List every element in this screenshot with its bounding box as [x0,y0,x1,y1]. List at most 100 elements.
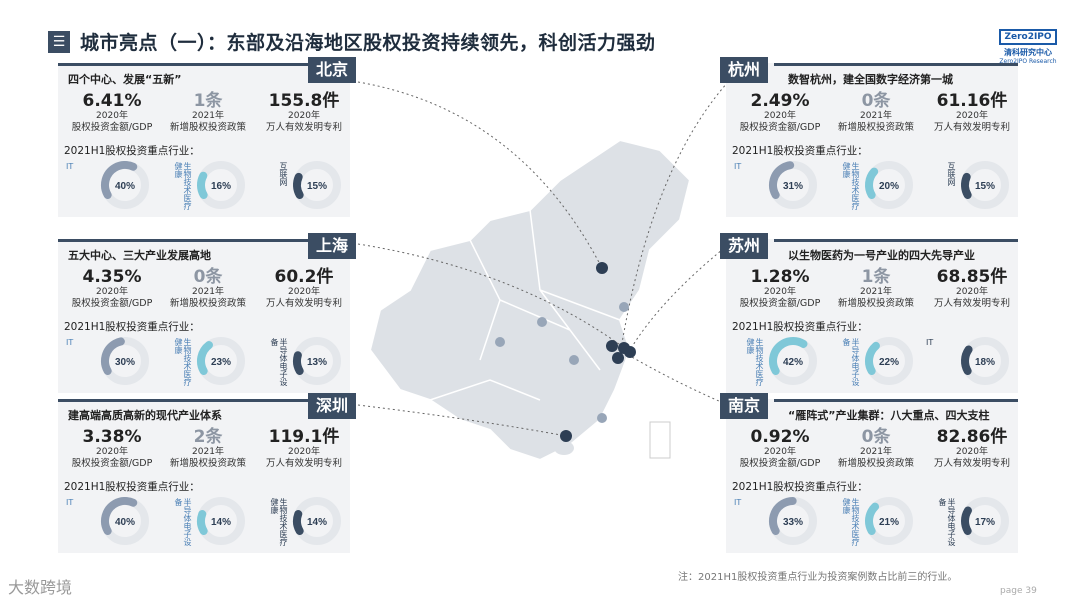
industry-name-2: 医疗健康 [174,338,192,386]
metric-year: 2020年 [96,287,128,297]
industry-name-2: 医疗健康 [842,498,860,546]
metric-desc: 万人有效发明专利 [265,298,342,309]
metric-year: 2020年 [956,447,988,457]
industry-name-wrap: IT [734,162,764,171]
card-subtitle: 四个中心、发展“五新” [68,73,182,86]
industry-donut: 14% [197,497,245,545]
metric: 0条 2021年 新增股权投资政策 [830,91,922,134]
donut-arc [865,497,913,545]
metric-year: 2021年 [860,447,892,457]
donut-pct: 14% [307,517,327,528]
industry-name-wrap: 半导体电子设备 [830,338,860,388]
china-map [368,138,692,462]
metric-value: 0.92% [750,427,810,447]
donut-pct: 15% [307,181,327,192]
industry-name: 生物技术 [183,338,192,370]
donut-arc [961,161,1009,209]
industry-item: IT 30% [62,334,154,390]
menu-icon[interactable]: ☰ [48,31,70,53]
metric-value: 2条 [193,427,223,447]
city-card-5: 南京 “雁阵式”产业集群：八大重点、四大支柱 0.92% 2020年 股权投资金额/GD… [720,393,1018,553]
industry-name: IT [66,338,74,347]
industry-name: IT [66,498,74,507]
industry-name: IT [734,498,742,507]
metric-year: 2020年 [288,287,320,297]
industry-label: 2021H1股权投资重点行业： [64,321,200,333]
donut-arc [293,337,341,385]
page-number: page 39 [1000,586,1037,596]
industry-name-wrap: 生物技术医疗健康 [830,162,860,212]
industry-name: 生物技术 [755,338,764,370]
metric: 2.49% 2020年 股权投资金额/GDP [734,91,826,134]
donut-arc [293,497,341,545]
donut-arc [101,337,149,385]
metric-year: 2020年 [288,111,320,121]
donut-pct: 20% [879,181,899,192]
industry-name-wrap: 互联网 [926,162,956,212]
china-outline [368,138,692,462]
industry-name-wrap: IT [66,338,96,347]
industry-donut: 33% [769,497,817,545]
donut-pct: 16% [211,181,231,192]
donut-arc [865,337,913,385]
city-card-0: 北京 四个中心、发展“五新” 6.41% 2020年 股权投资金额/GDP 1条 2021年… [58,57,356,217]
industry-name-wrap: 生物技术医疗健康 [162,338,192,388]
industry-name: 半导体 [183,498,192,522]
industry-donut: 20% [865,161,913,209]
metric: 0条 2021年 新增股权投资政策 [162,267,254,310]
industry-label: 2021H1股权投资重点行业： [64,145,200,157]
city-card-1: 上海 五大中心、三大产业发展高地 4.35% 2020年 股权投资金额/GDP 0条 202… [58,233,356,393]
industry-name-wrap: 半导体电子设备 [162,498,192,548]
metric-value: 155.8件 [268,91,340,111]
card-topline [774,63,1018,66]
metric: 155.8件 2020年 万人有效发明专利 [258,91,350,134]
donut-pct: 30% [115,357,135,368]
industry-name-2: 医疗健康 [174,162,192,210]
industry-name: 生物技术 [851,498,860,530]
metric-value: 4.35% [82,267,142,287]
donut-arc [101,497,149,545]
donut-pct: 22% [879,357,899,368]
industry-donut: 21% [865,497,913,545]
metric: 0条 2021年 新增股权投资政策 [830,427,922,470]
industry-name: 半导体 [947,498,956,522]
card-topline [58,239,310,242]
metric-value: 68.85件 [936,267,1008,287]
industry-donut: 14% [293,497,341,545]
metric-value: 119.1件 [268,427,340,447]
industry-name-2: 电子设备 [938,498,956,546]
donut-pct: 18% [975,357,995,368]
metric-value: 61.16件 [936,91,1008,111]
metric-year: 2020年 [764,287,796,297]
industry-item: IT 40% [62,158,154,214]
industry-label: 2021H1股权投资重点行业： [732,481,868,493]
industry-item: 生物技术医疗健康 23% [158,334,250,390]
card-subtitle: 五大中心、三大产业发展高地 [68,249,211,262]
industry-item: 生物技术医疗健康 20% [826,158,918,214]
metric-value: 60.2件 [274,267,334,287]
industry-donut: 30% [101,337,149,385]
industry-name-wrap: 半导体电子设备 [258,338,288,388]
metric: 61.16件 2020年 万人有效发明专利 [926,91,1018,134]
metric-year: 2021年 [192,287,224,297]
industry-name: 生物技术 [183,162,192,194]
industry-name: IT [66,162,74,171]
card-topline [774,399,1018,402]
metric-year: 2020年 [956,287,988,297]
industry-donut: 15% [293,161,341,209]
industry-name-2: 医疗健康 [270,498,288,546]
industry-item: 半导体电子设备 13% [254,334,346,390]
card-topline [774,239,1018,242]
metric-desc: 新增股权投资政策 [837,298,914,309]
industry-name: 半导体 [279,338,288,362]
metric-desc: 新增股权投资政策 [169,122,246,133]
industry-name-wrap: 生物技术医疗健康 [830,498,860,548]
industry-item: 半导体电子设备 17% [922,494,1014,550]
industry-name-wrap: 半导体电子设备 [926,498,956,548]
metric: 6.41% 2020年 股权投资金额/GDP [66,91,158,134]
industry-item: 生物技术医疗健康 21% [826,494,918,550]
industry-item: IT 18% [922,334,1014,390]
metric: 119.1件 2020年 万人有效发明专利 [258,427,350,470]
industry-name: 互联网 [947,162,956,186]
metric-value: 1条 [193,91,223,111]
